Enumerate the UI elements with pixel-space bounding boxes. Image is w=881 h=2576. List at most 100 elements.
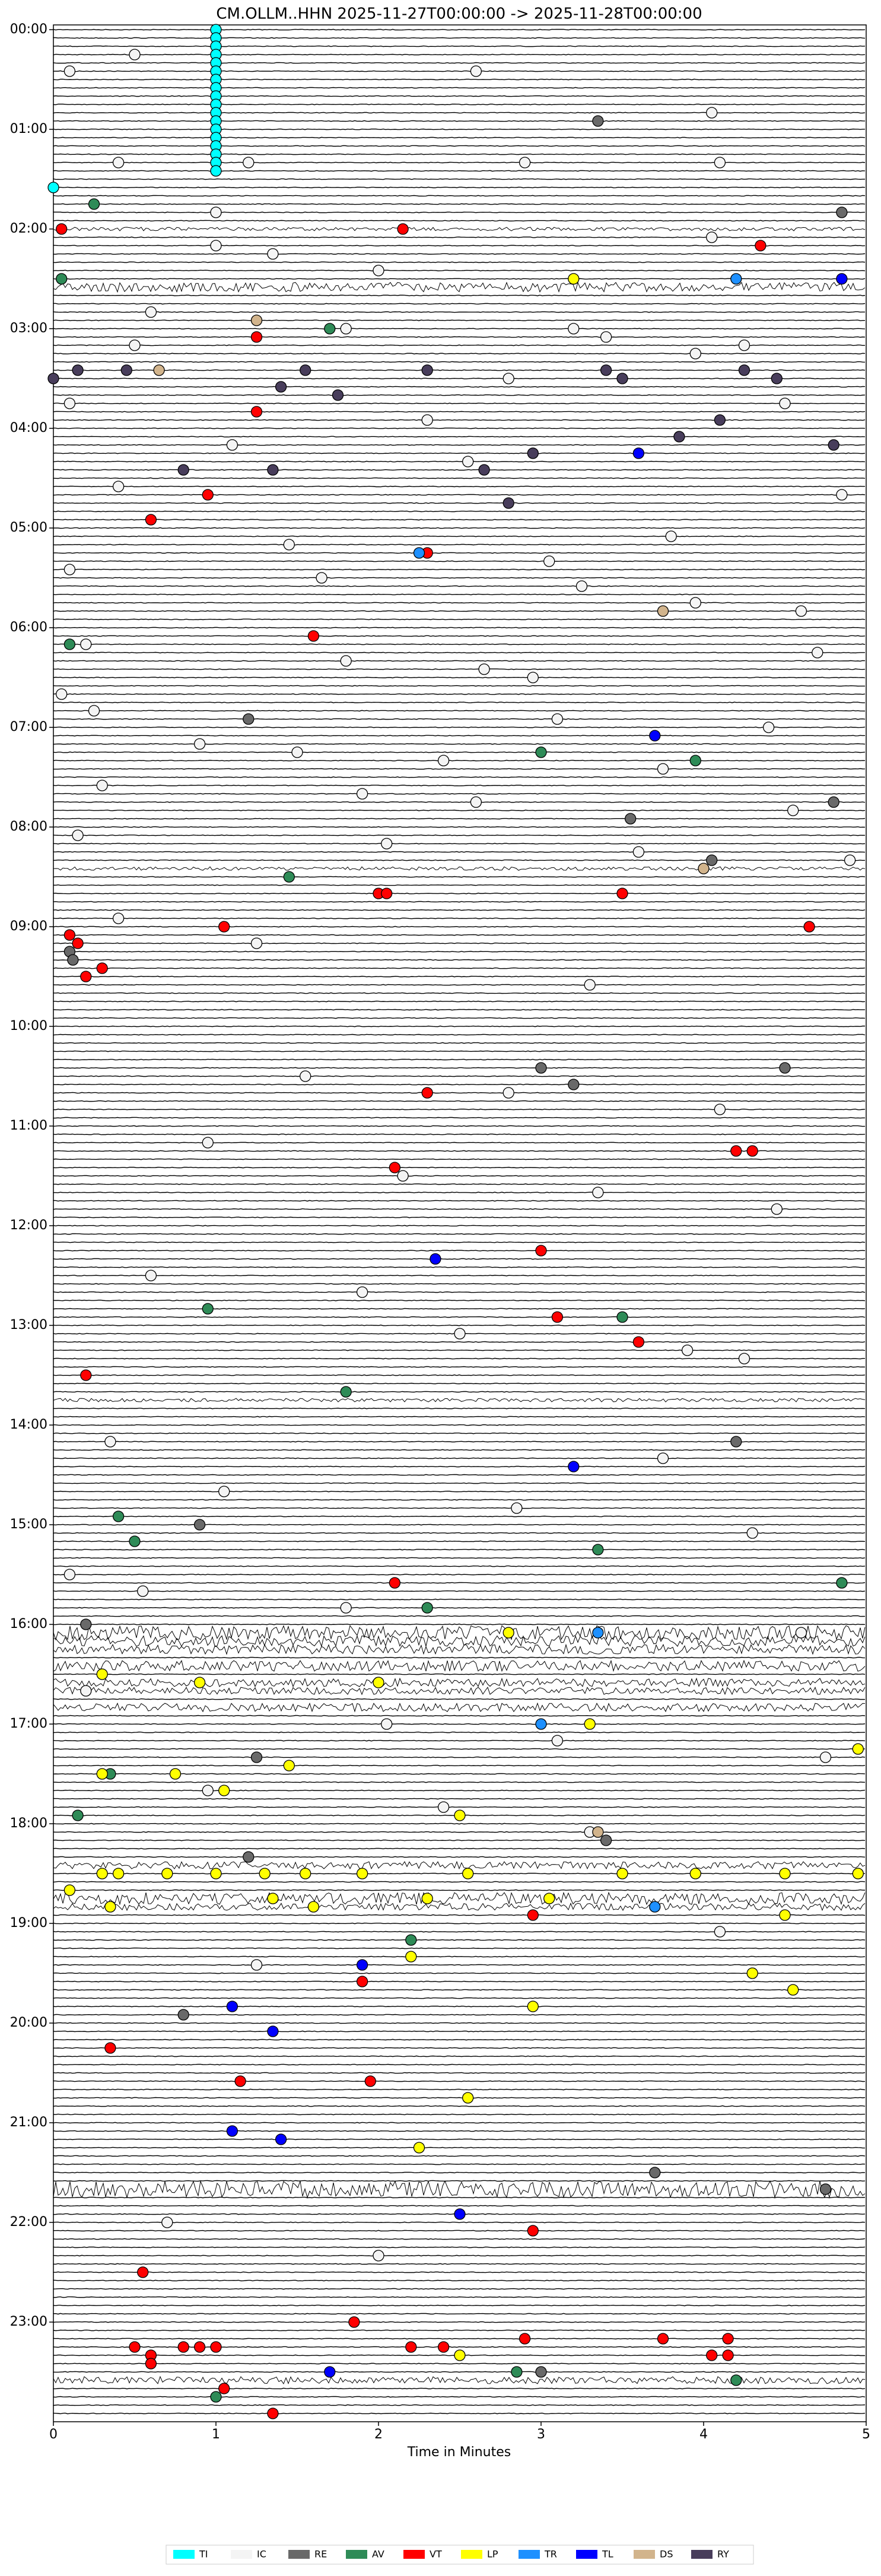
event-marker [348, 2316, 360, 2328]
trace [53, 1258, 866, 1260]
event-marker [193, 738, 206, 750]
event-marker [56, 273, 68, 285]
legend-label: IC [257, 2549, 266, 2560]
trace [53, 494, 866, 496]
trace [53, 959, 866, 961]
trace [53, 1634, 866, 1648]
event-marker [177, 2341, 189, 2353]
event-marker [243, 1851, 255, 1863]
event-marker [300, 364, 311, 376]
event-marker [332, 389, 344, 401]
event-marker [96, 780, 108, 791]
event-marker [706, 231, 718, 243]
event-marker [80, 638, 92, 650]
event-marker [689, 348, 701, 360]
event-marker [836, 206, 848, 218]
event-marker [787, 1984, 799, 1996]
trace [53, 1847, 866, 1850]
event-marker [527, 1909, 539, 1921]
y-tick-label: 00:00 [10, 22, 47, 37]
event-marker [568, 323, 580, 335]
trace [53, 1398, 866, 1403]
event-marker [722, 2349, 734, 2361]
event-marker [210, 240, 222, 252]
trace [53, 2346, 866, 2348]
trace [53, 1233, 866, 1235]
trace [53, 1831, 866, 1833]
event-marker [714, 1926, 726, 1938]
event-marker [364, 2075, 376, 2087]
event-marker [80, 971, 92, 982]
event-marker [795, 605, 807, 617]
y-tick-label: 06:00 [10, 620, 47, 635]
event-marker [63, 397, 76, 409]
trace [53, 1881, 866, 1883]
y-tick-label: 17:00 [10, 1716, 47, 1731]
event-marker [250, 1751, 263, 1763]
event-marker [852, 1868, 864, 1879]
trace [53, 195, 866, 197]
trace [53, 1548, 866, 1551]
event-marker [373, 265, 384, 276]
chart-title: CM.OLLM..HHN 2025-11-27T00:00:00 -> 2025… [216, 5, 702, 23]
event-marker [250, 331, 263, 343]
y-tick-label: 09:00 [10, 919, 47, 934]
trace [53, 145, 866, 147]
event-marker [177, 464, 189, 476]
event-marker [96, 1868, 108, 1879]
event-marker [226, 2125, 238, 2137]
event-marker [283, 1760, 295, 1772]
legend-swatch [691, 2550, 713, 2559]
trace [53, 2014, 866, 2016]
event-marker [519, 2333, 531, 2345]
y-tick-label: 10:00 [10, 1019, 47, 1033]
event-marker [625, 813, 637, 825]
trace [53, 1440, 866, 1443]
event-marker [63, 1884, 76, 1896]
event-marker [592, 1544, 604, 1556]
event-marker [202, 489, 214, 501]
trace [53, 651, 865, 654]
event-marker [665, 530, 677, 542]
event-marker [527, 2225, 539, 2237]
event-marker [381, 888, 393, 899]
trace [53, 2362, 866, 2365]
y-tick-label: 12:00 [10, 1218, 47, 1233]
trace [53, 2396, 866, 2398]
trace [53, 327, 866, 330]
event-marker [632, 447, 645, 459]
event-marker [112, 157, 125, 168]
event-marker [828, 796, 839, 808]
trace [53, 1391, 866, 1393]
trace [53, 1042, 866, 1044]
event-marker [63, 564, 76, 575]
trace [53, 2321, 866, 2323]
event-marker [316, 572, 327, 584]
legend-swatch [346, 2550, 367, 2559]
trace [53, 1083, 866, 1086]
trace [53, 909, 866, 911]
event-marker [193, 2341, 206, 2353]
trace [53, 2072, 866, 2074]
event-marker [649, 1901, 661, 1913]
event-marker [153, 364, 165, 376]
legend-label: DS [660, 2549, 673, 2560]
trace [53, 975, 866, 978]
trace [53, 361, 866, 363]
trace [53, 2254, 865, 2257]
event-marker [730, 1145, 742, 1157]
event-marker [421, 1087, 433, 1099]
event-marker [592, 1187, 604, 1198]
event-marker [300, 1070, 311, 1082]
event-marker [405, 1951, 417, 1963]
trace [53, 411, 866, 413]
trace [53, 1902, 866, 1912]
trace [53, 1643, 866, 1655]
trace [53, 866, 866, 871]
event-marker [657, 1452, 669, 1464]
event-marker [689, 597, 701, 609]
x-tick-label: 2 [374, 2427, 383, 2442]
event-marker [714, 414, 726, 426]
trace [53, 2279, 866, 2282]
